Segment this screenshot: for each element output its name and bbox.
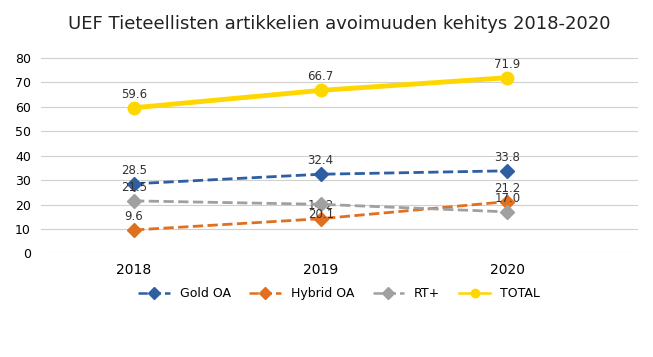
Line: Hybrid OA: Hybrid OA (129, 197, 512, 235)
Text: 71.9: 71.9 (494, 58, 520, 71)
TOTAL (317, 88, 325, 92)
Text: 28.5: 28.5 (121, 164, 147, 177)
Title: UEF Tieteellisten artikkelien avoimuuden kehitys 2018-2020: UEF Tieteellisten artikkelien avoimuuden… (68, 15, 611, 33)
Text: 17.0: 17.0 (494, 192, 520, 205)
Line: RT+: RT+ (129, 196, 512, 217)
RT+ (503, 210, 511, 214)
Hybrid OA (317, 217, 325, 221)
Text: 14.2: 14.2 (308, 199, 334, 212)
TOTAL (503, 76, 511, 80)
Hybrid OA (503, 200, 511, 204)
Text: 9.6: 9.6 (125, 210, 144, 223)
Text: 21.5: 21.5 (121, 181, 147, 194)
TOTAL (130, 106, 138, 110)
Text: 66.7: 66.7 (308, 70, 334, 84)
Gold OA (503, 169, 511, 173)
Gold OA (317, 172, 325, 176)
Legend: Gold OA, Hybrid OA, RT+, TOTAL: Gold OA, Hybrid OA, RT+, TOTAL (133, 282, 545, 305)
Text: 59.6: 59.6 (121, 88, 147, 101)
Gold OA (130, 182, 138, 186)
Text: 32.4: 32.4 (308, 154, 334, 167)
Text: 20.1: 20.1 (308, 208, 334, 221)
RT+ (130, 199, 138, 203)
Line: Gold OA: Gold OA (129, 166, 512, 188)
Text: 33.8: 33.8 (494, 151, 520, 164)
RT+ (317, 202, 325, 206)
Text: 21.2: 21.2 (494, 182, 520, 195)
Line: TOTAL: TOTAL (128, 71, 514, 114)
Hybrid OA (130, 228, 138, 232)
